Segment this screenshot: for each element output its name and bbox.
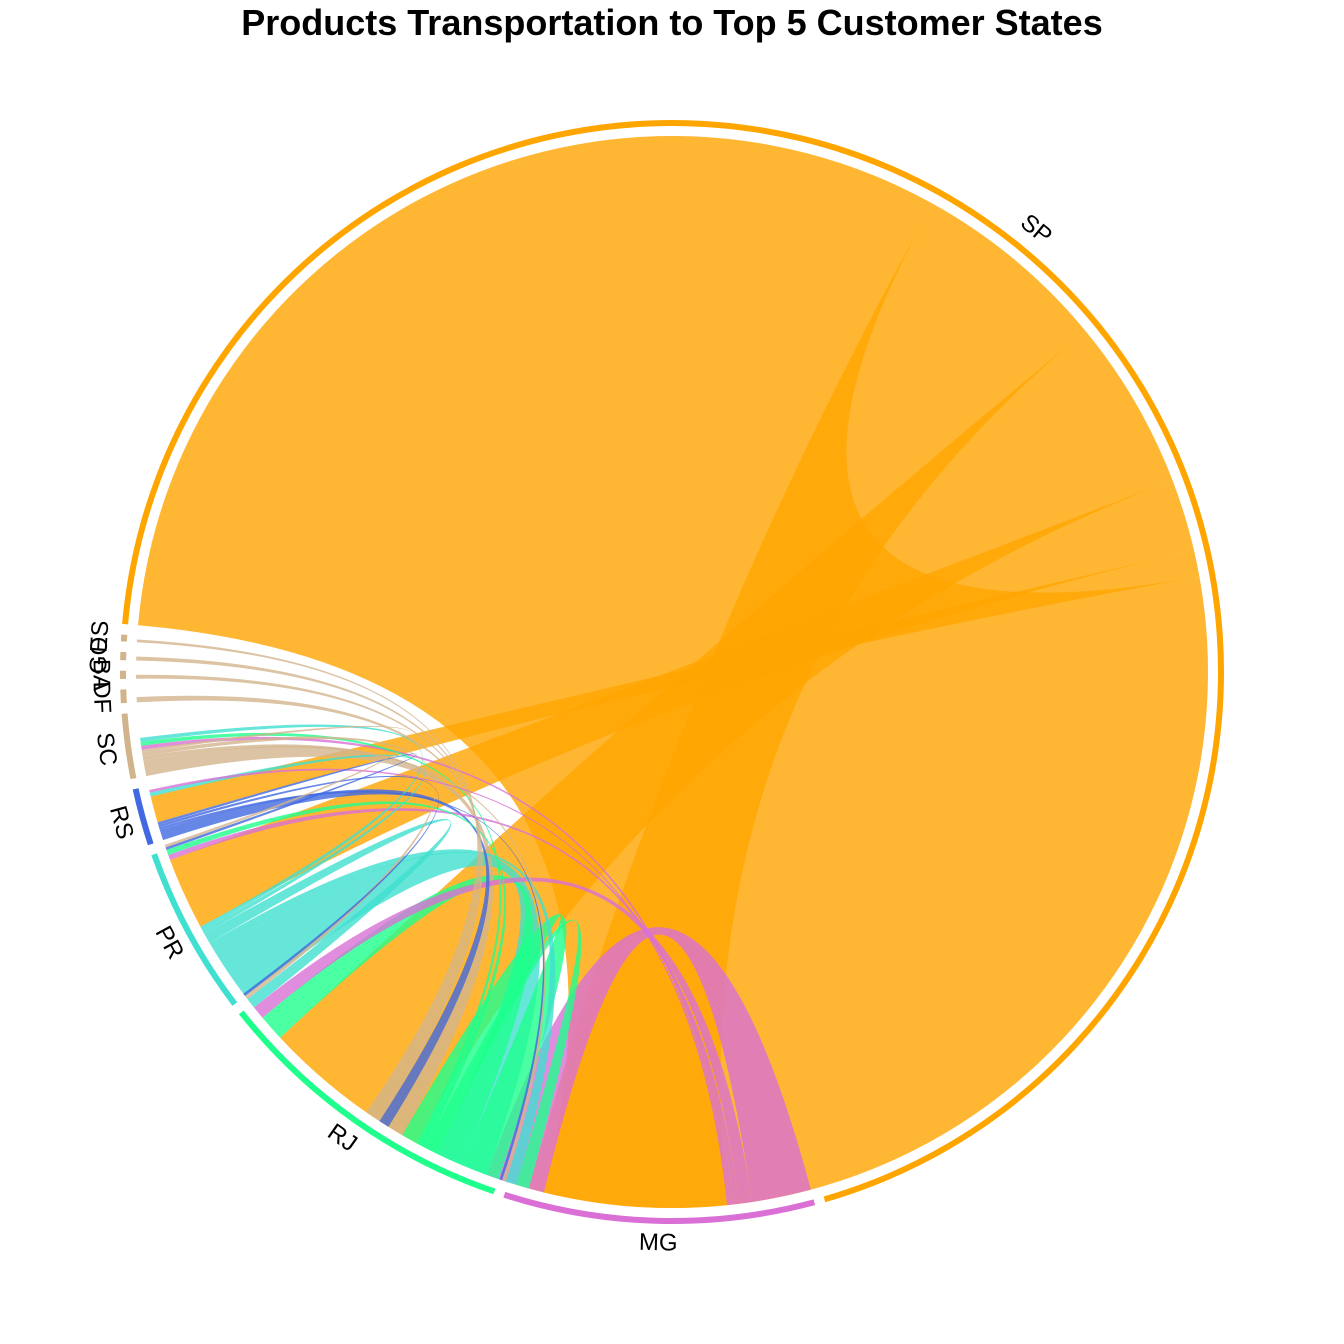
sector-arc-df: [120, 689, 127, 704]
sector-arc-go: [120, 651, 127, 661]
chord-links: [136, 136, 1208, 1208]
sector-label-ba: BA: [88, 659, 115, 691]
chord-pr-to-sc: [140, 724, 423, 931]
chord-pr-to-sp: [215, 851, 541, 1175]
sector-arc-es: [120, 634, 128, 642]
sector-label-go: GO: [85, 636, 113, 674]
sector-arc-mg: [503, 1191, 816, 1224]
chord-rj-to-rj: [262, 875, 533, 1165]
sector-label-df: DF: [88, 681, 116, 714]
sector-track: [119, 119, 1225, 1224]
sector-label-sc: SC: [91, 731, 122, 768]
chord-mg-to-sp: [486, 927, 811, 1202]
sector-arc-ba: [119, 670, 127, 679]
chord-pr-to-rj: [204, 819, 452, 1008]
chord-pr-to-mg: [209, 849, 556, 1185]
chord-rs-to-sp: [159, 789, 490, 1127]
chord-rj-to-mg: [425, 919, 582, 1189]
sector-label-sp: SP: [1015, 209, 1057, 250]
sector-arc-sc: [121, 713, 137, 780]
chord-rs-to-rj: [158, 775, 439, 996]
sector-label-rs: RS: [104, 803, 139, 842]
chord-sp-to-pr: [170, 480, 1195, 927]
sector-label-es: ES: [85, 620, 114, 654]
sector-arc-pr: [151, 853, 238, 1006]
chord-sp-to-rs: [150, 550, 1200, 823]
sector-arc-rs: [132, 788, 154, 846]
sector-label-mg: MG: [639, 1229, 678, 1257]
chart-title: Products Transportation to Top 5 Custome…: [241, 2, 1103, 43]
